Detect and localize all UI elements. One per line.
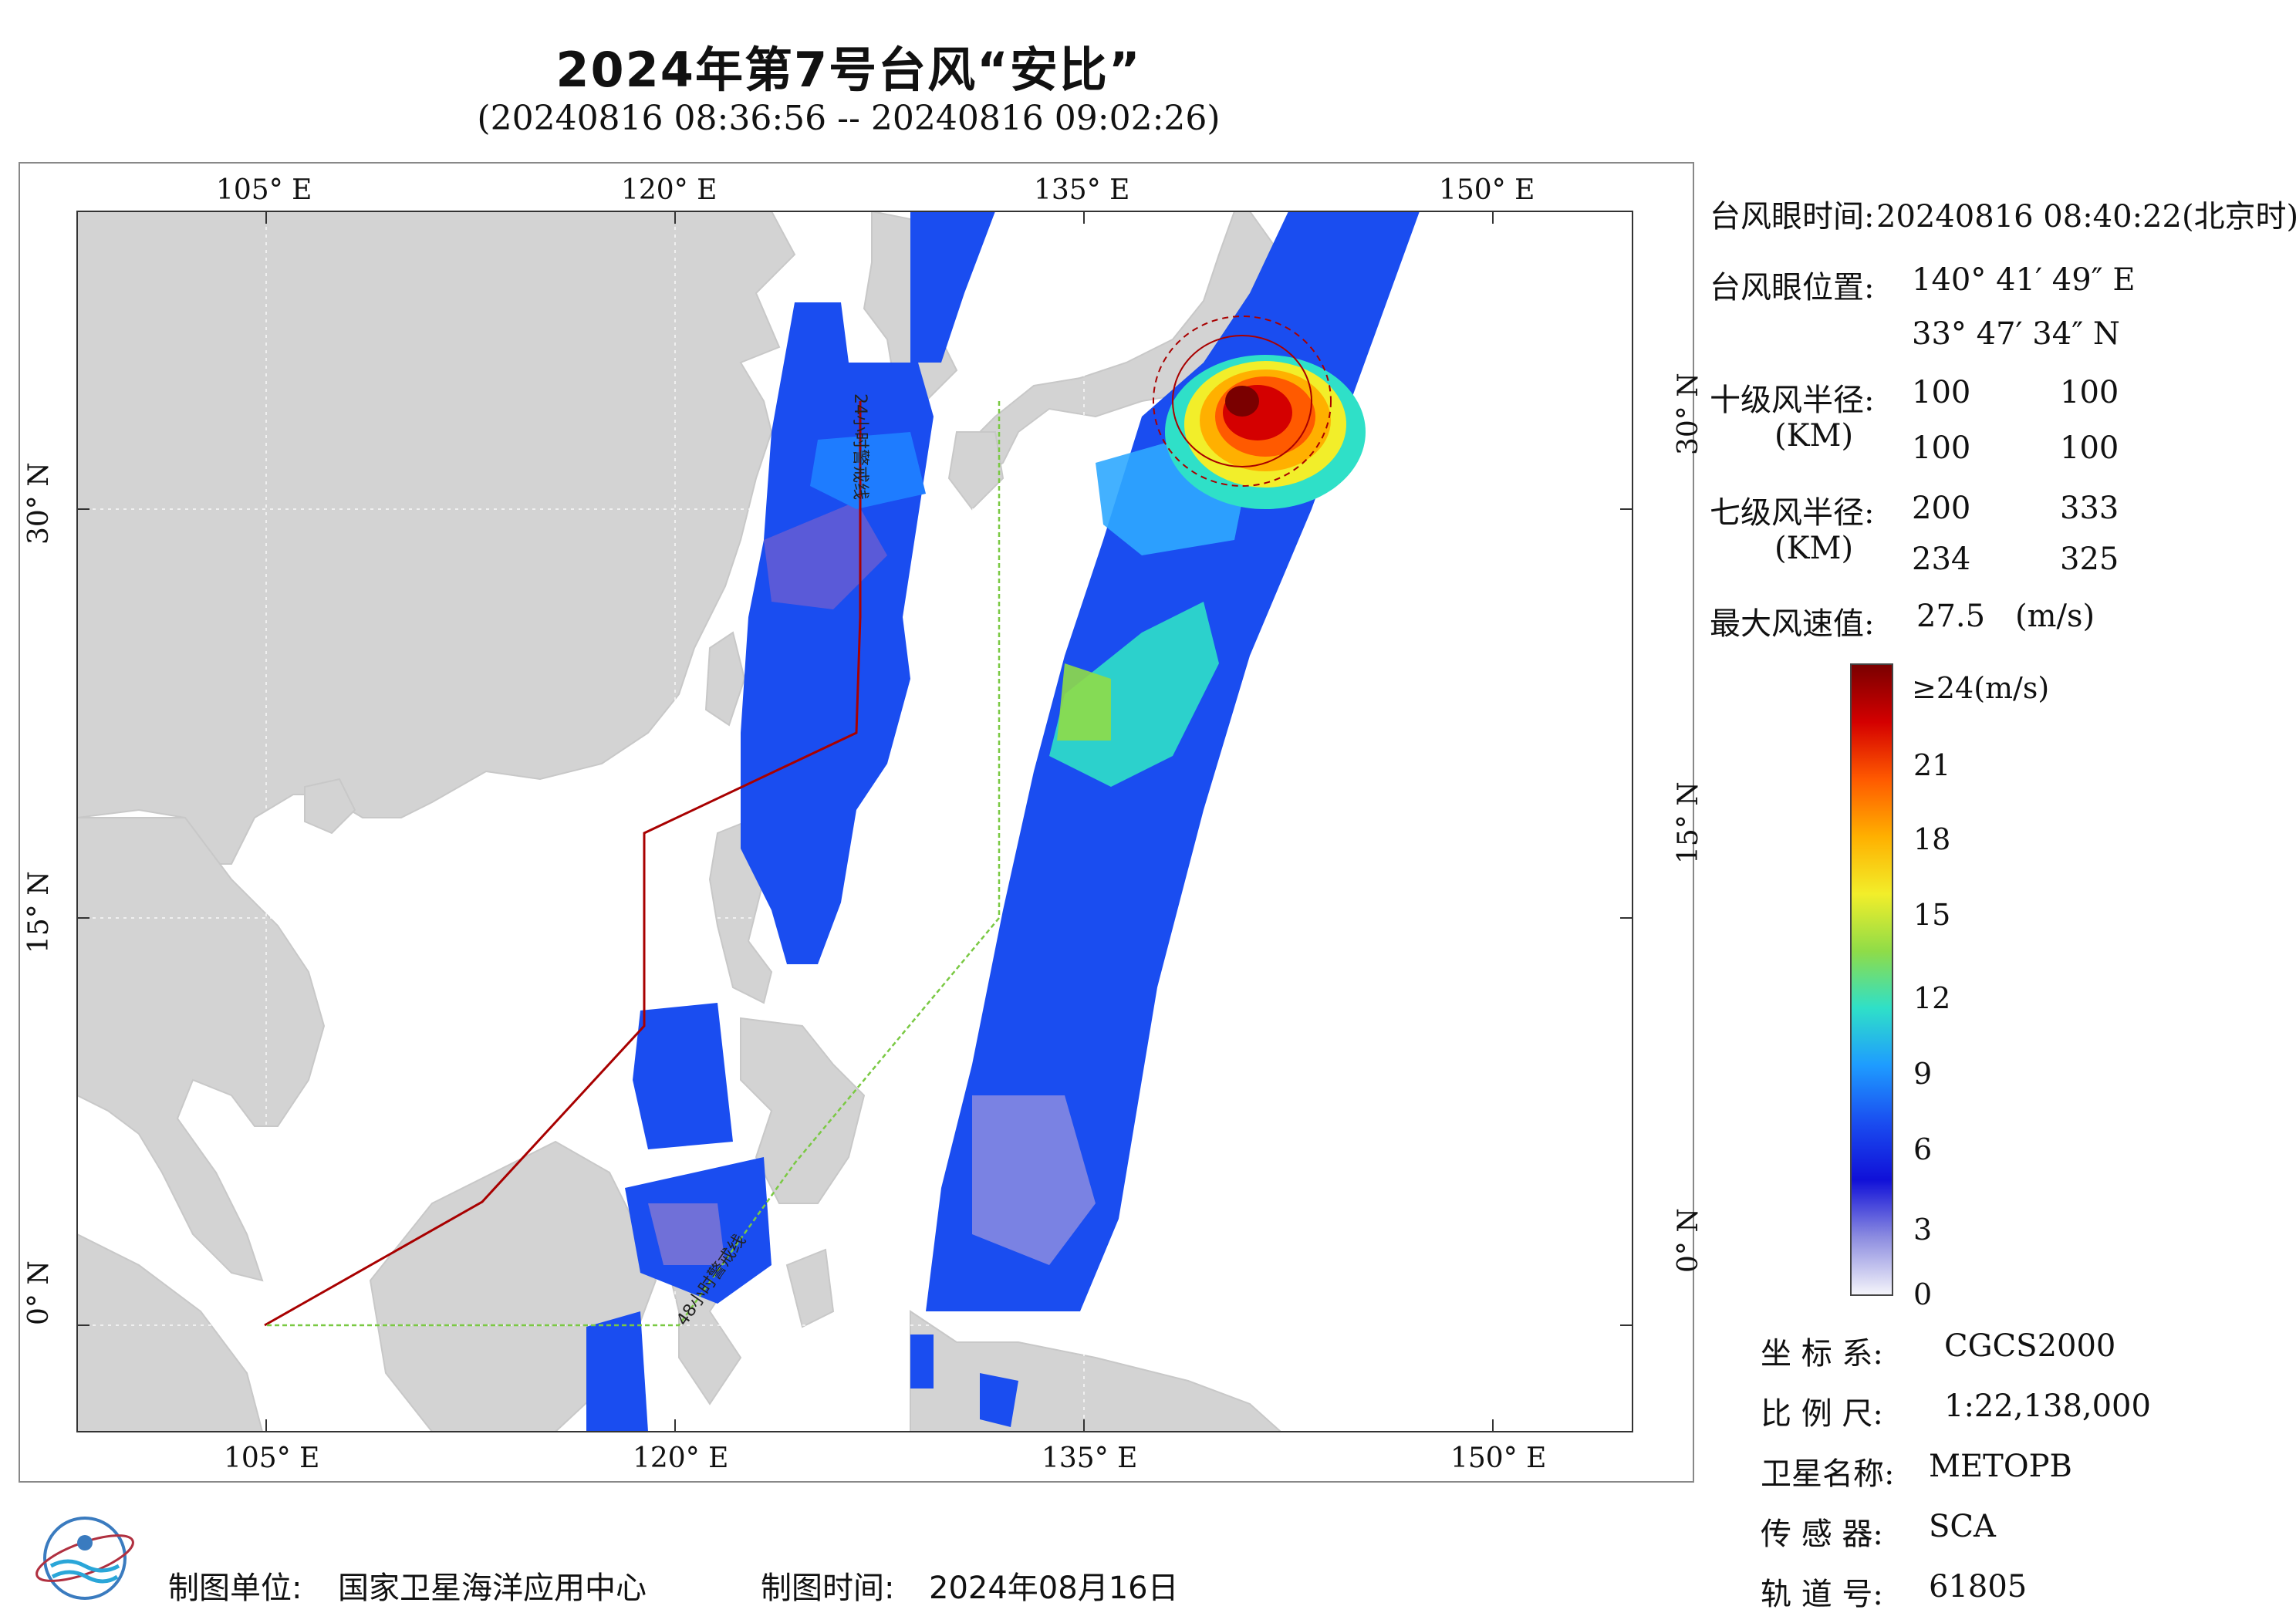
eye-position-label: 台风眼位置: — [1710, 270, 1875, 305]
r10-label: 十级风半径: — [1710, 383, 1875, 418]
lon-label-bottom-120: 120° E — [633, 1442, 729, 1474]
swath-west — [586, 211, 1018, 1432]
lat-label-right-0: 0° N — [1673, 1208, 1704, 1273]
r7-value-sw: 234 — [1912, 542, 1971, 577]
r10-value-ne: 100 — [1912, 375, 1971, 410]
map-title: 2024年第7号台风“安比” — [555, 42, 1142, 98]
colorbar-tick-6: 6 — [1913, 1132, 1933, 1166]
lon-label-top-105: 105° E — [216, 174, 312, 206]
footer-unit-value: 国家卫星海洋应用中心 — [338, 1571, 647, 1606]
footer-time-label: 制图时间: — [761, 1571, 895, 1606]
colorbar-tick-21: 21 — [1913, 748, 1951, 782]
r7-unit: (KM) — [1774, 531, 1854, 566]
eye-time-label: 台风眼时间: — [1710, 199, 1875, 235]
lon-label-top-135: 135° E — [1034, 174, 1130, 206]
crs-value: CGCS2000 — [1944, 1328, 2116, 1364]
r10-value-sw: 100 — [1912, 430, 1971, 466]
lat-label-left-0: 0° N — [23, 1260, 55, 1325]
max-wind-unit: (m/s) — [2015, 599, 2095, 634]
eye-latitude: 33° 47′ 34″ N — [1912, 316, 2120, 352]
max-wind-value: 27.5 — [1916, 599, 1986, 634]
wind-speed-colorbar — [1850, 663, 1893, 1296]
lat-label-right-15: 15° N — [1673, 781, 1704, 864]
colorbar-tick-3: 3 — [1913, 1213, 1933, 1247]
r10-value-se: 100 — [2060, 375, 2119, 410]
warning-line-48h — [265, 401, 1001, 1327]
colorbar-tick-12: 12 — [1913, 981, 1951, 1015]
map-border — [76, 211, 1633, 1432]
map-frame — [19, 162, 1694, 1483]
lat-label-left-15: 15° N — [23, 871, 55, 953]
sensor-value: SCA — [1929, 1509, 1996, 1544]
warning-line-24h — [264, 401, 862, 1327]
orbit-label: 轨 道 号: — [1761, 1577, 1883, 1612]
r7-value-ne: 200 — [1912, 491, 1971, 526]
typhoon-radius-circles — [1153, 315, 1332, 487]
crs-label: 坐 标 系: — [1761, 1336, 1883, 1372]
satellite-value: METOPB — [1929, 1449, 2072, 1484]
footer-unit-label: 制图单位: — [168, 1571, 302, 1606]
eye-longitude: 140° 41′ 49″ E — [1912, 262, 2136, 298]
lon-label-bottom-150: 150° E — [1450, 1442, 1547, 1474]
r10-value-nw: 100 — [2060, 430, 2119, 466]
lon-label-top-120: 120° E — [621, 174, 718, 206]
colorbar-tick-9: 9 — [1913, 1057, 1933, 1091]
r10-unit: (KM) — [1774, 418, 1854, 454]
colorbar-tick-0: 0 — [1913, 1277, 1933, 1311]
colorbar-tick-15: 15 — [1913, 898, 1951, 932]
lon-label-top-150: 150° E — [1439, 174, 1535, 206]
eye-time-value: 20240816 08:40:22(北京时) — [1876, 199, 2296, 235]
warning-line-24h-label: 24小时警戒线 — [850, 393, 869, 500]
axis-ticks — [77, 211, 1633, 1432]
r7-value-se: 333 — [2060, 491, 2119, 526]
satellite-label: 卫星名称: — [1761, 1456, 1895, 1492]
colorbar-tick-24: ≥24(m/s) — [1912, 671, 2050, 705]
scale-label: 比 例 尺: — [1761, 1396, 1883, 1432]
lon-label-bottom-105: 105° E — [224, 1442, 320, 1474]
lat-label-right-30: 30° N — [1673, 373, 1704, 455]
swath-east — [926, 211, 1420, 1311]
scale-value: 1:22,138,000 — [1944, 1388, 2151, 1424]
lon-label-bottom-135: 135° E — [1042, 1442, 1138, 1474]
map-subtitle: (20240816 08:36:56 -- 20240816 09:02:26) — [477, 99, 1221, 138]
max-wind-label: 最大风速值: — [1710, 606, 1875, 642]
r7-label: 七级风半径: — [1710, 495, 1875, 531]
lat-label-left-30: 30° N — [23, 462, 55, 545]
footer-time-value: 2024年08月16日 — [929, 1571, 1179, 1606]
colorbar-tick-18: 18 — [1913, 822, 1951, 856]
nsoas-logo-icon — [35, 1517, 134, 1600]
sensor-label: 传 感 器: — [1761, 1517, 1883, 1552]
r7-value-nw: 325 — [2060, 542, 2119, 577]
orbit-value: 61805 — [1929, 1569, 2028, 1604]
